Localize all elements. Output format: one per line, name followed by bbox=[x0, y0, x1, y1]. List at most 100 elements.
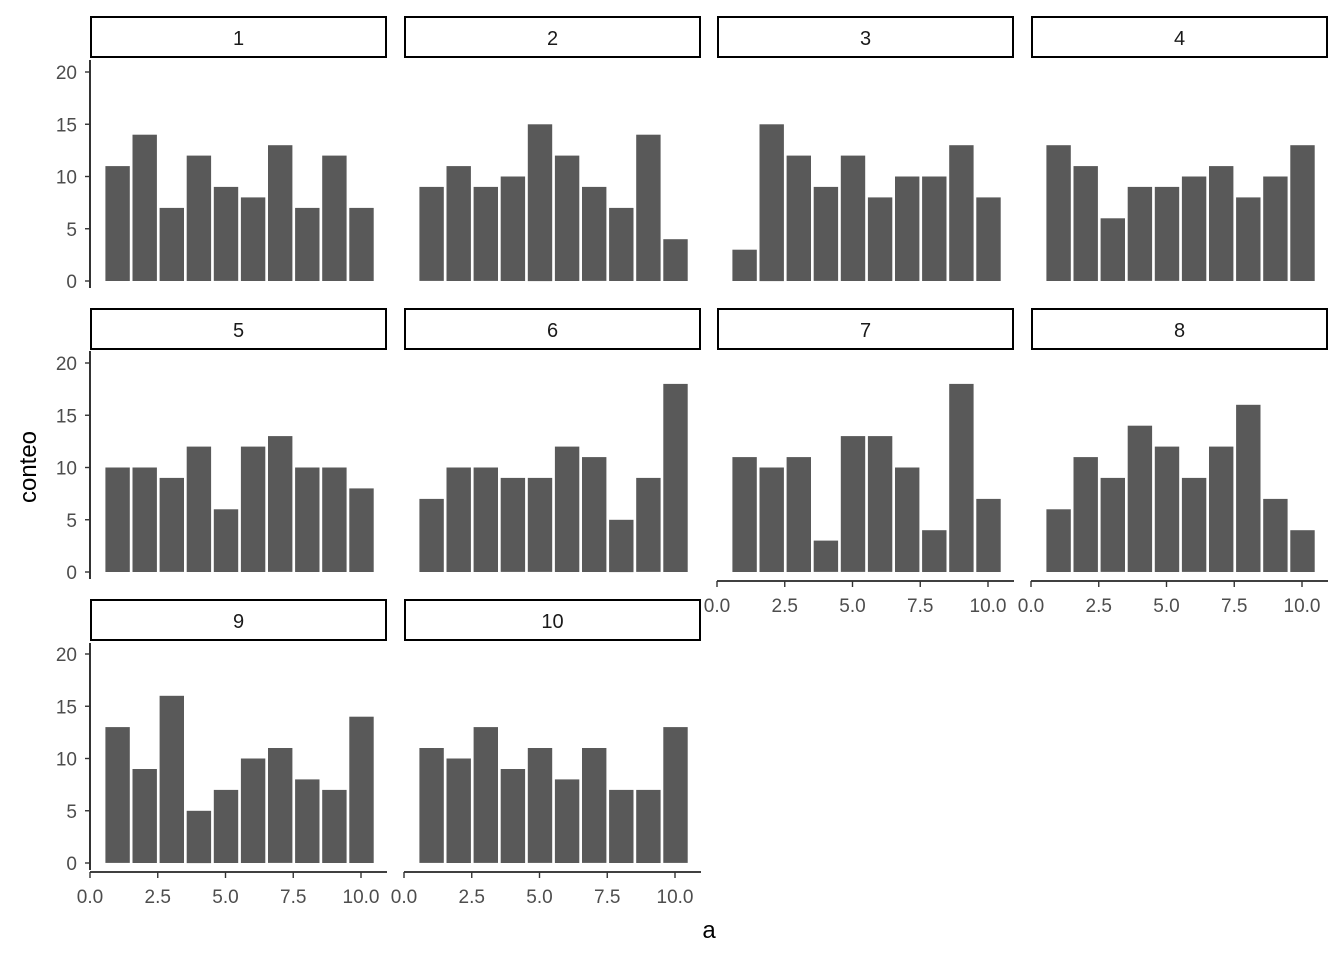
bar bbox=[527, 748, 553, 863]
facet-strip-label: 8 bbox=[1174, 320, 1185, 342]
x-tick-label: 5.0 bbox=[839, 596, 865, 617]
facet-panel-9: 9 0 5 10 15 20 0.0 2.5 5.0 7.5 10.0 bbox=[56, 599, 387, 908]
facet-strip bbox=[404, 16, 701, 58]
bar bbox=[527, 124, 553, 282]
facet-panel-7: 7 0.0 2.5 5.0 7.5 10.0 bbox=[704, 308, 1014, 617]
bar bbox=[922, 176, 947, 281]
y-tick-label: 0 bbox=[66, 563, 77, 584]
bar bbox=[895, 467, 920, 572]
bar bbox=[1073, 166, 1098, 281]
x-axis-title: a bbox=[702, 917, 716, 944]
x-tick-label: 7.5 bbox=[1221, 596, 1247, 617]
bar bbox=[295, 467, 320, 572]
facet-strip-label: 10 bbox=[541, 611, 563, 633]
bar bbox=[500, 176, 526, 281]
bar bbox=[1209, 446, 1234, 572]
x-tick-label: 10.0 bbox=[343, 887, 380, 908]
facet-strip-label: 6 bbox=[547, 320, 558, 342]
bar bbox=[636, 789, 661, 863]
facet-panel-10: 10 0.0 2.5 5.0 7.5 10.0 bbox=[391, 599, 701, 908]
bar bbox=[1046, 509, 1071, 572]
y-tick-label: 10 bbox=[56, 750, 77, 771]
bar bbox=[240, 446, 266, 572]
x-tick-label: 0.0 bbox=[1018, 596, 1044, 617]
bar bbox=[349, 716, 374, 863]
bar bbox=[446, 467, 471, 572]
bar bbox=[1100, 477, 1125, 572]
facet-strip bbox=[717, 16, 1014, 58]
facet-strip bbox=[1031, 308, 1328, 350]
bar bbox=[636, 477, 661, 572]
bar bbox=[759, 124, 784, 282]
facet-strip-label: 4 bbox=[1174, 28, 1185, 50]
bar bbox=[554, 779, 580, 863]
bar bbox=[419, 748, 444, 863]
y-axis-title: conteo bbox=[15, 431, 42, 503]
y-tick-label: 5 bbox=[66, 220, 77, 241]
bar bbox=[1073, 457, 1098, 572]
bar bbox=[240, 197, 266, 281]
bar bbox=[554, 446, 580, 572]
facet-strip bbox=[404, 308, 701, 350]
facet-panel-8: 8 0.0 2.5 5.0 7.5 10.0 bbox=[1018, 308, 1328, 617]
bar bbox=[1209, 166, 1234, 281]
bar bbox=[473, 727, 498, 863]
bar bbox=[663, 239, 688, 281]
bar bbox=[295, 207, 320, 281]
bar bbox=[922, 530, 947, 572]
bar bbox=[1263, 176, 1288, 281]
bar bbox=[1236, 197, 1261, 281]
facet-strip-label: 7 bbox=[860, 320, 871, 342]
bar bbox=[949, 383, 974, 572]
bar bbox=[609, 519, 634, 573]
bar bbox=[159, 477, 184, 572]
bar bbox=[349, 207, 374, 281]
bar bbox=[419, 186, 444, 281]
bar bbox=[186, 446, 212, 572]
bar bbox=[1236, 404, 1261, 572]
facet-panel-2: 2 bbox=[404, 16, 701, 282]
facet-strip bbox=[717, 308, 1014, 350]
facet-strip bbox=[404, 599, 701, 641]
bar bbox=[663, 383, 688, 572]
facet-strip-label: 2 bbox=[547, 28, 558, 50]
y-tick-label: 20 bbox=[56, 354, 77, 375]
bar bbox=[732, 249, 757, 281]
facet-strip-label: 5 bbox=[233, 320, 244, 342]
x-tick-label: 2.5 bbox=[145, 887, 171, 908]
bar bbox=[213, 509, 239, 572]
bar bbox=[1181, 176, 1207, 281]
bar bbox=[500, 769, 526, 863]
bar bbox=[976, 498, 1001, 572]
y-tick-label: 10 bbox=[56, 168, 77, 189]
x-tick-label: 2.5 bbox=[772, 596, 798, 617]
bar bbox=[213, 186, 239, 281]
bar bbox=[186, 810, 212, 864]
bar bbox=[582, 186, 607, 281]
bar bbox=[1290, 530, 1315, 572]
x-tick-label: 2.5 bbox=[1086, 596, 1112, 617]
x-tick-label: 10.0 bbox=[1284, 596, 1321, 617]
bar bbox=[1127, 186, 1153, 281]
bar bbox=[473, 467, 498, 572]
x-tick-label: 7.5 bbox=[907, 596, 933, 617]
bar bbox=[840, 436, 866, 572]
bar bbox=[1290, 145, 1315, 281]
bar bbox=[895, 176, 920, 281]
bar bbox=[105, 727, 130, 863]
bar bbox=[186, 155, 212, 281]
bar bbox=[240, 758, 266, 863]
bar bbox=[1154, 446, 1180, 572]
facet-panel-4: 4 bbox=[1031, 16, 1328, 281]
x-tick-label: 0.0 bbox=[704, 596, 730, 617]
x-tick-label: 0.0 bbox=[391, 887, 417, 908]
bar bbox=[949, 145, 974, 281]
bar bbox=[419, 498, 444, 572]
y-tick-label: 0 bbox=[66, 854, 77, 875]
bar bbox=[322, 789, 347, 863]
bar bbox=[732, 457, 757, 572]
x-tick-label: 2.5 bbox=[459, 887, 485, 908]
